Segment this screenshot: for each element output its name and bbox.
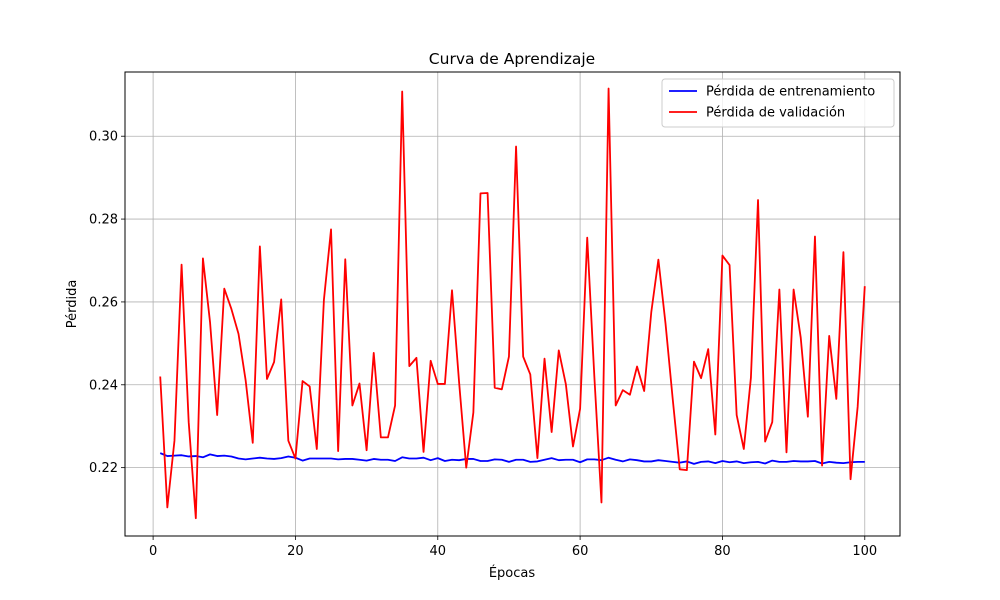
x-tick-label: 20 <box>287 544 304 559</box>
y-tick-label: 0.30 <box>89 130 118 145</box>
plot-frame <box>124 71 901 537</box>
y-tick-label: 0.28 <box>89 213 118 228</box>
y-axis-ticks: 0.22 0.24 0.26 0.28 0.30 <box>89 130 125 476</box>
x-tick-label: 0 <box>149 544 157 559</box>
x-axis-ticks: 0 20 40 60 80 100 <box>149 536 877 559</box>
series-line-validation <box>159 87 866 520</box>
x-tick-label: 80 <box>714 544 731 559</box>
series-lines <box>159 87 866 520</box>
series-line-training <box>159 452 865 465</box>
x-tick-label: 40 <box>430 544 447 559</box>
y-axis-title: Pérdida <box>65 280 80 329</box>
y-tick-label: 0.22 <box>89 461 118 476</box>
x-axis-title: Épocas <box>489 565 536 581</box>
legend: Pérdida de entrenamiento Pérdida de valid… <box>661 78 895 128</box>
x-tick-label: 60 <box>572 544 589 559</box>
legend-box <box>661 78 895 128</box>
legend-label: Pérdida de validación <box>706 106 845 121</box>
chart-title: Curva de Aprendizaje <box>429 50 595 68</box>
y-tick-label: 0.24 <box>89 378 118 393</box>
legend-label: Pérdida de entrenamiento <box>706 85 875 100</box>
y-tick-label: 0.26 <box>89 295 118 310</box>
x-tick-label: 100 <box>852 544 877 559</box>
